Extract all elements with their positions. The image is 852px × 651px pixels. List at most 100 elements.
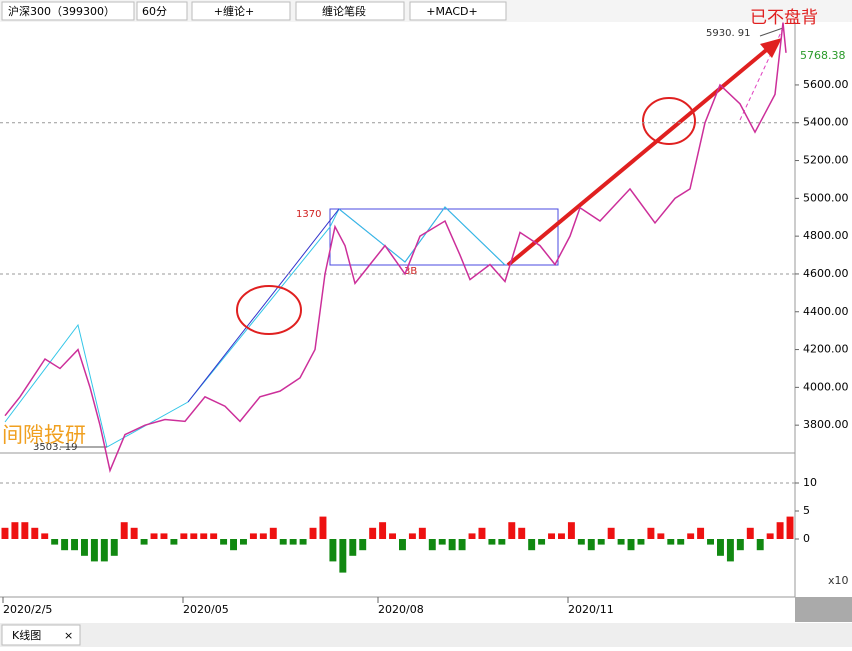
unit: x10 xyxy=(828,574,849,587)
macd-bar xyxy=(389,533,396,539)
y-tick-label: 4000.00 xyxy=(803,380,849,393)
macd-bar xyxy=(528,539,536,551)
macd-bar xyxy=(567,522,575,539)
macd-bar xyxy=(448,539,456,551)
macd-bar xyxy=(210,533,218,539)
macd-bar xyxy=(379,522,387,539)
circle xyxy=(642,97,696,145)
macd-bar xyxy=(677,539,685,545)
y-tick-label: 4200.00 xyxy=(803,343,849,356)
macd-bar xyxy=(667,539,675,545)
tab-close[interactable]: × xyxy=(64,629,73,642)
macd-bar xyxy=(130,527,138,539)
macd-bar xyxy=(71,539,78,551)
tab[interactable] xyxy=(1,624,81,646)
y-tick-label: 5600.00 xyxy=(803,78,849,91)
macd-bar xyxy=(1,527,9,539)
macd-bar xyxy=(349,539,357,556)
macd-bar xyxy=(259,533,267,539)
macd-bar xyxy=(230,539,237,551)
macd-bar xyxy=(21,522,29,539)
y-tick-label: 5 xyxy=(803,504,810,517)
macd-bar xyxy=(399,539,406,551)
corner xyxy=(795,597,852,622)
macd-bar xyxy=(756,539,764,551)
y-tick-label: 3800.00 xyxy=(803,418,849,431)
symbol[interactable]: 沪深300（399300） xyxy=(8,4,115,18)
symbol-button[interactable] xyxy=(1,1,135,21)
macd-bar xyxy=(408,533,416,539)
indicator-button[interactable] xyxy=(191,1,291,21)
macd-bar xyxy=(697,527,705,539)
peak-label: 5930. 91 xyxy=(706,28,751,39)
arrow-head xyxy=(760,38,782,58)
plot: 5600.00 5400.00 5200.00 5000.00 4800.00 4600.… xyxy=(0,22,849,616)
macd-bar xyxy=(428,539,436,551)
macd-bar xyxy=(538,539,546,545)
macd-bar xyxy=(766,533,774,539)
macd-bar xyxy=(41,533,49,539)
macd-bar xyxy=(240,539,247,545)
macd-bar xyxy=(587,539,595,551)
y-tick-label: 0 xyxy=(803,532,810,545)
macd-bar xyxy=(200,533,208,539)
leader xyxy=(759,27,784,37)
x-tick-label: 2020/11 xyxy=(568,603,614,616)
macd-bar xyxy=(170,539,178,545)
macd-bar xyxy=(180,533,188,539)
macd-bar xyxy=(100,539,108,562)
macd-bar xyxy=(478,527,486,539)
macd-bar xyxy=(498,539,506,545)
indicator-button[interactable] xyxy=(295,1,405,21)
label: 3B xyxy=(404,266,417,277)
period[interactable]: 60分 xyxy=(142,5,167,18)
macd-bar xyxy=(51,539,59,545)
macd-bar xyxy=(90,539,98,562)
arrow xyxy=(506,45,772,267)
macd-bar xyxy=(647,527,655,539)
x-tick-label: 2020/05 xyxy=(183,603,229,616)
macd-bar xyxy=(418,527,426,539)
indicator[interactable]: +缠论+ xyxy=(214,4,254,18)
watermark: 间隙投研 xyxy=(2,423,86,447)
indicator[interactable]: 缠论笔段 xyxy=(322,4,366,18)
period-button[interactable] xyxy=(136,1,188,21)
macd-bar xyxy=(359,539,367,551)
macd-bar xyxy=(11,522,19,539)
macd-bar xyxy=(309,527,317,539)
y-tick-label: 4800.00 xyxy=(803,229,849,242)
macd-bar xyxy=(488,539,496,545)
macd-bar xyxy=(548,533,555,539)
macd-bar xyxy=(577,539,585,545)
macd-bar xyxy=(31,527,39,539)
indicator-button[interactable] xyxy=(409,1,507,21)
x-tick-label: 2020/08 xyxy=(378,603,424,616)
y-tick-label: 5200.00 xyxy=(803,154,849,167)
macd-bar xyxy=(726,539,734,562)
note: 已不盘背 xyxy=(750,8,818,28)
y-tick-label: 10 xyxy=(803,476,817,489)
macd-bar xyxy=(319,516,327,539)
macd-bar xyxy=(687,533,695,539)
macd-bar xyxy=(279,539,287,545)
macd-bar xyxy=(627,539,635,551)
macd-bar xyxy=(269,527,277,539)
y-tick-label: 4400.00 xyxy=(803,305,849,318)
macd-bar xyxy=(289,539,297,545)
macd-bar xyxy=(140,539,148,545)
macd-bar xyxy=(707,539,714,545)
macd-bar xyxy=(249,533,257,539)
tab-label[interactable]: K线图 xyxy=(12,628,41,642)
segment-line xyxy=(338,206,506,266)
macd-bar xyxy=(339,539,347,573)
circle xyxy=(236,285,302,335)
macd-bar xyxy=(617,539,625,545)
low-label: 3503. 19 xyxy=(33,442,78,453)
macd-bar xyxy=(160,533,168,539)
indicator[interactable]: +MACD+ xyxy=(426,5,477,18)
macd-bar xyxy=(508,522,516,539)
macd-bar xyxy=(110,539,118,556)
macd-bar xyxy=(61,539,69,551)
macd-bar xyxy=(299,539,307,545)
